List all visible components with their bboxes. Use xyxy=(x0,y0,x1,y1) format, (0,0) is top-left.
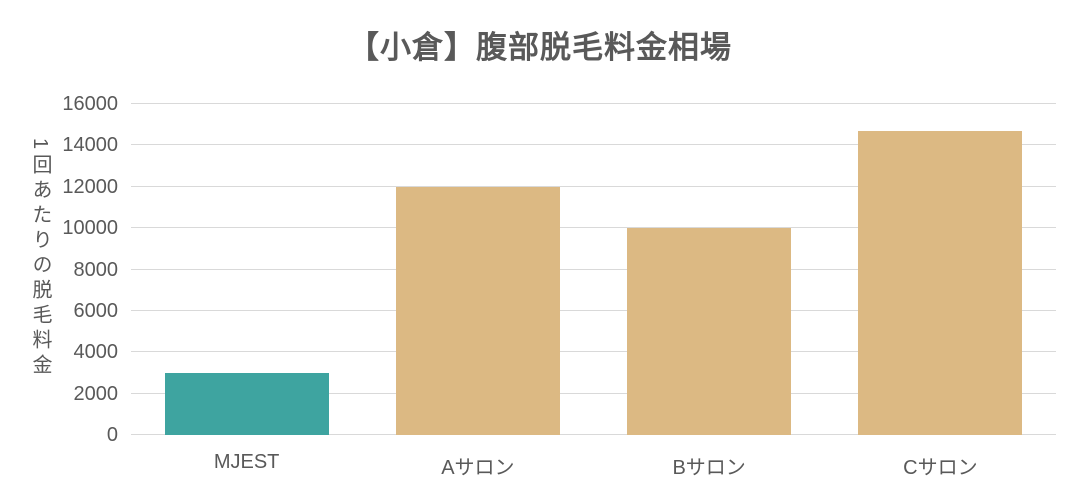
bar-Bサロン xyxy=(627,228,792,435)
gridline xyxy=(131,268,1056,270)
bar-MJEST xyxy=(164,372,329,435)
gridline xyxy=(131,185,1056,187)
gridline xyxy=(131,351,1056,353)
gridline xyxy=(131,144,1056,146)
gridline xyxy=(131,103,1056,104)
gridline xyxy=(131,392,1056,394)
y-tick-label: 14000 xyxy=(62,134,118,157)
bars-layer xyxy=(131,104,1056,435)
y-tick-label: 2000 xyxy=(73,382,119,405)
bar-Cサロン xyxy=(858,130,1023,435)
bar-Aサロン xyxy=(395,186,560,435)
y-tick-label: 10000 xyxy=(62,217,118,240)
gridlines-layer xyxy=(131,103,1056,435)
x-axis-labels: MJEST Aサロン Bサロン Cサロン xyxy=(131,451,1056,480)
y-tick-label: 12000 xyxy=(62,175,118,198)
x-tick-label: MJEST xyxy=(213,451,280,473)
y-tick-label: 16000 xyxy=(62,93,118,115)
x-tick-label: Aサロン xyxy=(441,457,515,479)
y-tick-label: 4000 xyxy=(73,341,119,364)
gridline xyxy=(131,434,1056,435)
y-tick-label: 0 xyxy=(106,424,118,446)
y-axis-ticks: 0 2000 4000 6000 8000 10000 12000 14000 16000 xyxy=(40,94,119,445)
gridline xyxy=(131,227,1056,229)
y-tick-label: 8000 xyxy=(73,258,119,281)
chart-title: 【小倉】腹部脱毛料金相場 xyxy=(348,30,732,65)
x-tick-label: Bサロン xyxy=(672,457,746,479)
y-tick-label: 6000 xyxy=(73,299,119,322)
plot-area xyxy=(131,103,1056,435)
bar-slot xyxy=(594,104,825,435)
x-tick-label: Cサロン xyxy=(903,457,978,479)
gridline xyxy=(131,309,1056,311)
bar-slot xyxy=(131,104,362,435)
y-axis-title: 1回あたりの脱毛料金 xyxy=(29,138,51,380)
bar-slot xyxy=(362,104,593,435)
bar-slot xyxy=(825,104,1056,435)
